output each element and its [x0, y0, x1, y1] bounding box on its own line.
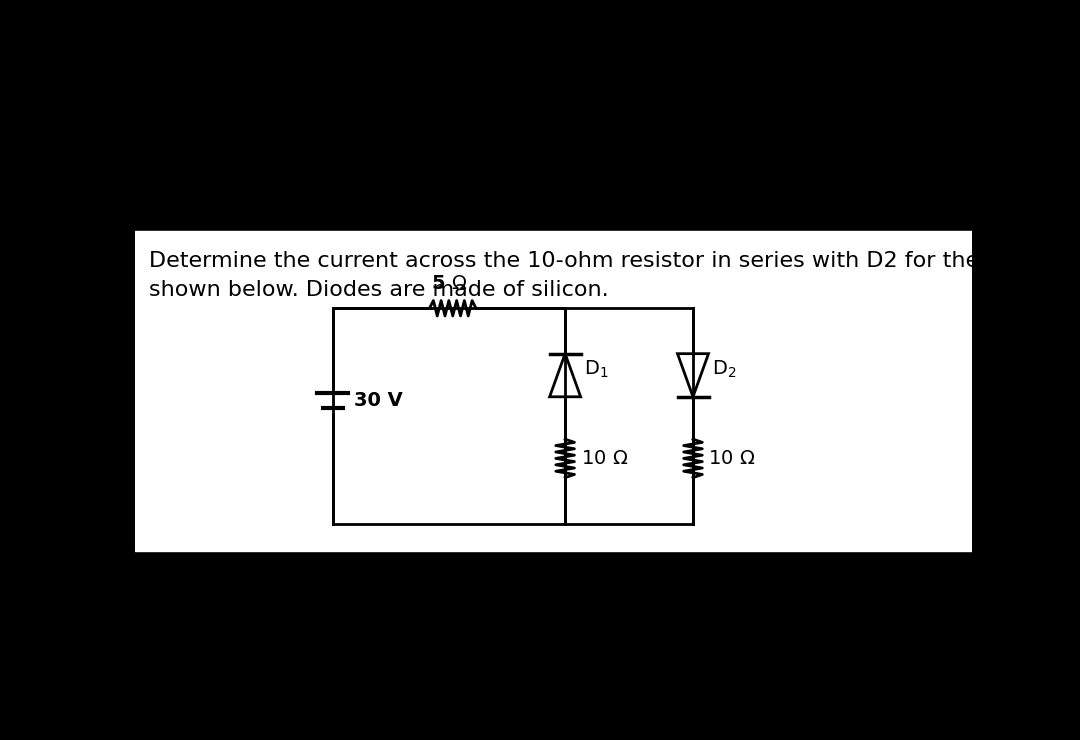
Text: D$_2$: D$_2$	[713, 358, 737, 380]
Text: Determine the current across the 10-ohm resistor in series with D2 for the circu: Determine the current across the 10-ohm …	[149, 251, 1055, 271]
Text: 10 $\Omega$: 10 $\Omega$	[581, 449, 627, 468]
Text: D$_1$: D$_1$	[584, 358, 609, 380]
Text: 30 V: 30 V	[354, 391, 403, 410]
FancyBboxPatch shape	[135, 231, 972, 551]
Text: 10 $\Omega$: 10 $\Omega$	[708, 449, 756, 468]
Text: 5 $\Omega$: 5 $\Omega$	[431, 274, 468, 293]
Text: shown below. Diodes are made of silicon.: shown below. Diodes are made of silicon.	[149, 280, 608, 300]
